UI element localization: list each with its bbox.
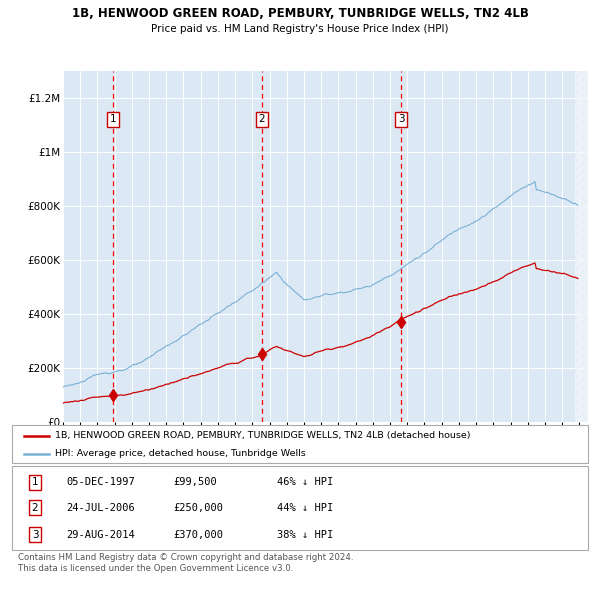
Text: 38% ↓ HPI: 38% ↓ HPI [277,530,333,540]
Text: 05-DEC-1997: 05-DEC-1997 [67,477,136,487]
Text: 46% ↓ HPI: 46% ↓ HPI [277,477,333,487]
Text: 1B, HENWOOD GREEN ROAD, PEMBURY, TUNBRIDGE WELLS, TN2 4LB: 1B, HENWOOD GREEN ROAD, PEMBURY, TUNBRID… [71,7,529,20]
Text: 1B, HENWOOD GREEN ROAD, PEMBURY, TUNBRIDGE WELLS, TN2 4LB (detached house): 1B, HENWOOD GREEN ROAD, PEMBURY, TUNBRID… [55,431,471,440]
Text: 3: 3 [32,530,38,540]
Text: 2: 2 [32,503,38,513]
Text: £250,000: £250,000 [173,503,223,513]
Text: £370,000: £370,000 [173,530,223,540]
Text: 1: 1 [32,477,38,487]
Text: 1: 1 [110,114,116,124]
Text: £99,500: £99,500 [173,477,217,487]
Text: 24-JUL-2006: 24-JUL-2006 [67,503,136,513]
Text: Price paid vs. HM Land Registry's House Price Index (HPI): Price paid vs. HM Land Registry's House … [151,24,449,34]
Text: 44% ↓ HPI: 44% ↓ HPI [277,503,333,513]
Text: Contains HM Land Registry data © Crown copyright and database right 2024.
This d: Contains HM Land Registry data © Crown c… [18,553,353,573]
Text: 29-AUG-2014: 29-AUG-2014 [67,530,136,540]
Text: 2: 2 [259,114,265,124]
FancyBboxPatch shape [12,466,588,550]
Text: 3: 3 [398,114,405,124]
Text: HPI: Average price, detached house, Tunbridge Wells: HPI: Average price, detached house, Tunb… [55,449,306,458]
FancyBboxPatch shape [12,425,588,463]
